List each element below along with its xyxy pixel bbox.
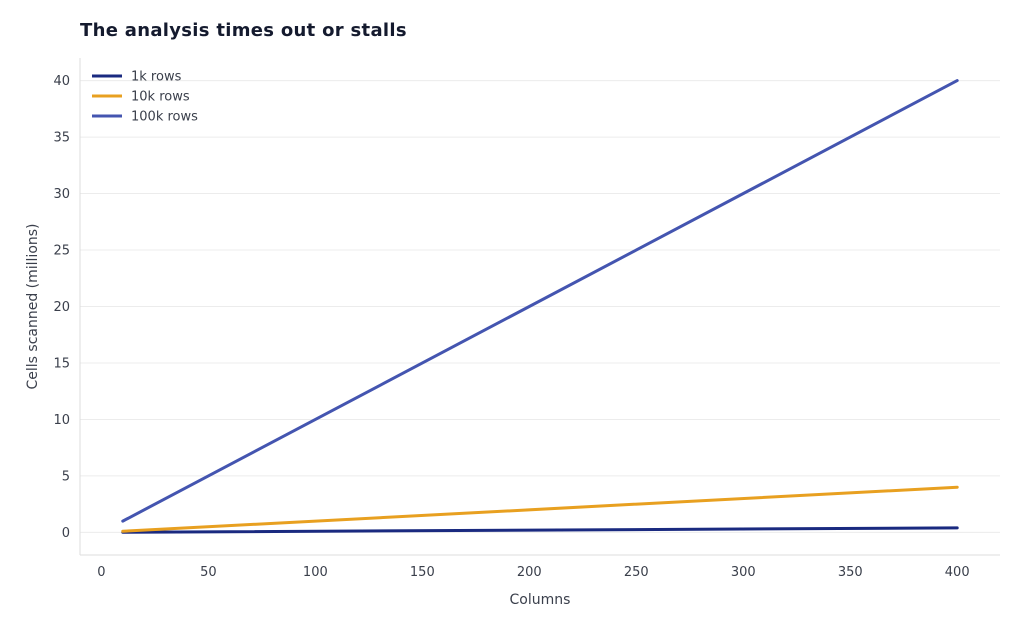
x-tick-label: 50 bbox=[200, 565, 217, 580]
axes bbox=[79, 58, 1000, 556]
series-lines bbox=[121, 79, 959, 534]
legend-label: 10k rows bbox=[131, 90, 190, 105]
legend: 1k rows 10k rows 100k rows bbox=[92, 70, 198, 125]
y-tick-label: 10 bbox=[53, 413, 70, 428]
y-tick-label: 30 bbox=[53, 187, 70, 202]
chart-title: The analysis times out or stalls bbox=[80, 20, 407, 41]
y-tick-label: 15 bbox=[53, 356, 70, 371]
x-tick-label: 300 bbox=[731, 565, 756, 580]
x-tick-labels: 0 50 100 150 200 250 300 350 400 bbox=[97, 565, 969, 580]
x-tick-label: 100 bbox=[303, 565, 328, 580]
y-tick-label: 40 bbox=[53, 74, 70, 89]
y-tick-label: 25 bbox=[53, 244, 70, 259]
y-tick-label: 5 bbox=[62, 469, 70, 484]
x-tick-label: 400 bbox=[945, 565, 970, 580]
y-tick-labels: 0 5 10 15 20 25 30 35 40 bbox=[53, 74, 70, 541]
y-axis-title: Cells scanned (millions) bbox=[25, 223, 41, 389]
y-tick-label: 35 bbox=[53, 131, 70, 146]
x-tick-label: 350 bbox=[838, 565, 863, 580]
grid-lines bbox=[80, 80, 1000, 533]
legend-label: 100k rows bbox=[131, 110, 198, 125]
x-tick-label: 0 bbox=[97, 565, 105, 580]
series-line-1 bbox=[121, 526, 959, 534]
series-line-3 bbox=[121, 79, 959, 523]
x-tick-label: 200 bbox=[517, 565, 542, 580]
legend-label: 1k rows bbox=[131, 70, 182, 85]
y-tick-label: 20 bbox=[53, 300, 70, 315]
y-tick-label: 0 bbox=[62, 526, 70, 541]
x-axis-title: Columns bbox=[510, 592, 571, 608]
x-tick-label: 150 bbox=[410, 565, 435, 580]
x-tick-label: 250 bbox=[624, 565, 649, 580]
series-line-2 bbox=[121, 485, 959, 533]
